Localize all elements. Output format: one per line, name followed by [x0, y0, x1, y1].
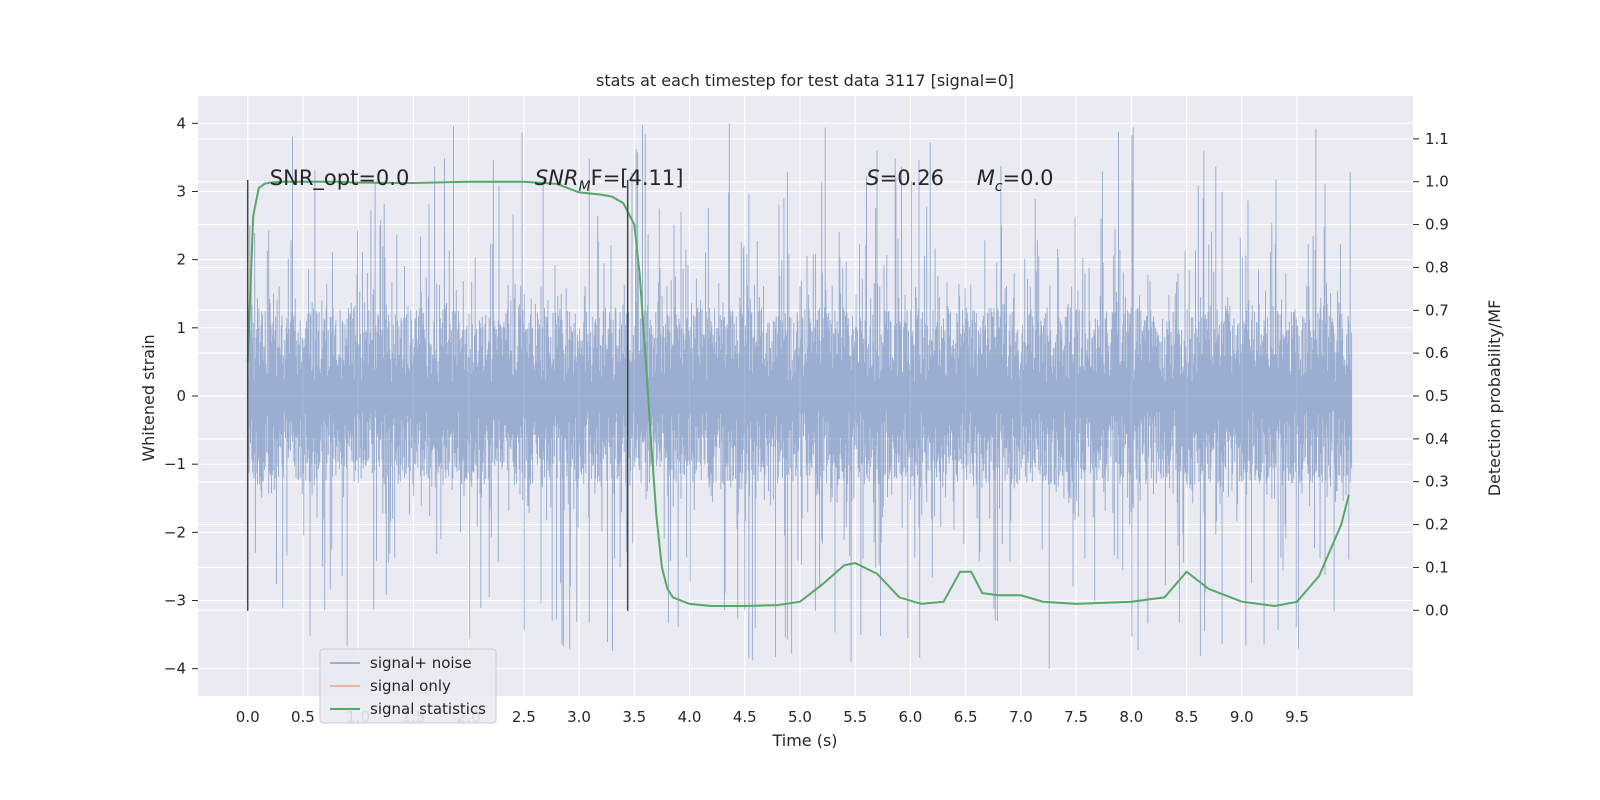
signal-statistics-line — [246, 180, 1350, 608]
legend-box — [319, 648, 497, 724]
y-tick-label: 0 — [176, 387, 186, 405]
annotation-snr-opt: SNR_opt=0.0 — [270, 166, 410, 191]
y2-tick-label: 0.9 — [1425, 216, 1449, 234]
legend: signal+ noise signal only signal statist… — [319, 648, 497, 724]
x-tick-label: 5.0 — [788, 708, 812, 726]
annotation-mc: Mc=0.0 — [977, 166, 1054, 195]
x-axis-label: Time (s) — [771, 731, 837, 750]
signal-statistics-series — [246, 180, 1350, 608]
legend-label-noise: signal+ noise — [370, 654, 472, 672]
legend-label-signal: signal only — [370, 677, 451, 695]
annotations: SNR_opt=0.0 SNRMF=[4.11] S=0.26 Mc=0.0 — [270, 166, 1054, 195]
x-tick-label: 4.5 — [733, 708, 757, 726]
y-tick-label: −2 — [164, 523, 186, 541]
y2-axis-label: Detection probability/MF — [1485, 300, 1504, 497]
y2-tick-label: 0.8 — [1425, 258, 1449, 276]
x-tick-label: 9.0 — [1230, 708, 1254, 726]
y2-tick-label: 0.3 — [1425, 473, 1449, 491]
x-tick-label: 8.0 — [1119, 708, 1143, 726]
y-tick-label: 4 — [176, 114, 186, 132]
y-ticks: 4 3 2 1 0 −1 −2 −3 −4 — [164, 114, 198, 678]
x-tick-label: 4.0 — [678, 708, 702, 726]
y-axis-label: Whitened strain — [139, 334, 158, 461]
y2-tick-label: 0.4 — [1425, 430, 1449, 448]
annotation-s: S=0.26 — [866, 166, 944, 190]
x-tick-label: 3.5 — [622, 708, 646, 726]
y2-tick-label: 0.5 — [1425, 387, 1449, 405]
y-tick-label: 3 — [176, 182, 186, 200]
x-tick-label: 8.5 — [1175, 708, 1199, 726]
vertical-markers — [246, 179, 629, 611]
x-tick-label: 9.5 — [1285, 708, 1309, 726]
y2-tick-label: 0.7 — [1425, 301, 1449, 319]
x-tick-label: 6.0 — [899, 708, 923, 726]
legend-label-stats: signal statistics — [370, 700, 486, 718]
y2-tick-label: 0.2 — [1425, 516, 1449, 534]
x-tick-label: 0.0 — [236, 708, 260, 726]
y2-tick-label: 1.0 — [1425, 173, 1449, 191]
y-tick-label: −4 — [164, 660, 186, 678]
y2-tick-label: 0.0 — [1425, 601, 1449, 619]
x-tick-label: 0.5 — [291, 708, 315, 726]
x-tick-label: 2.5 — [512, 708, 536, 726]
x-tick-label: 7.5 — [1064, 708, 1088, 726]
y2-ticks: 1.1 1.0 0.9 0.8 0.7 0.6 0.5 0.4 0.3 0.2 0.1 0.0 — [1413, 130, 1449, 619]
x-tick-label: 7.0 — [1009, 708, 1033, 726]
y-tick-label: 1 — [176, 319, 186, 337]
y-tick-label: −1 — [164, 455, 186, 473]
y2-tick-label: 0.1 — [1425, 558, 1449, 576]
y-tick-label: 2 — [176, 251, 186, 269]
y2-tick-label: 1.1 — [1425, 130, 1449, 148]
annotation-snr-mf: SNRMF=[4.11] — [535, 166, 684, 195]
y-tick-label: −3 — [164, 592, 186, 610]
x-tick-label: 6.5 — [954, 708, 978, 726]
x-tick-label: 3.0 — [567, 708, 591, 726]
x-tick-label: 5.5 — [843, 708, 867, 726]
y2-tick-label: 0.6 — [1425, 344, 1449, 362]
chart-title: stats at each timestep for test data 311… — [596, 71, 1014, 90]
